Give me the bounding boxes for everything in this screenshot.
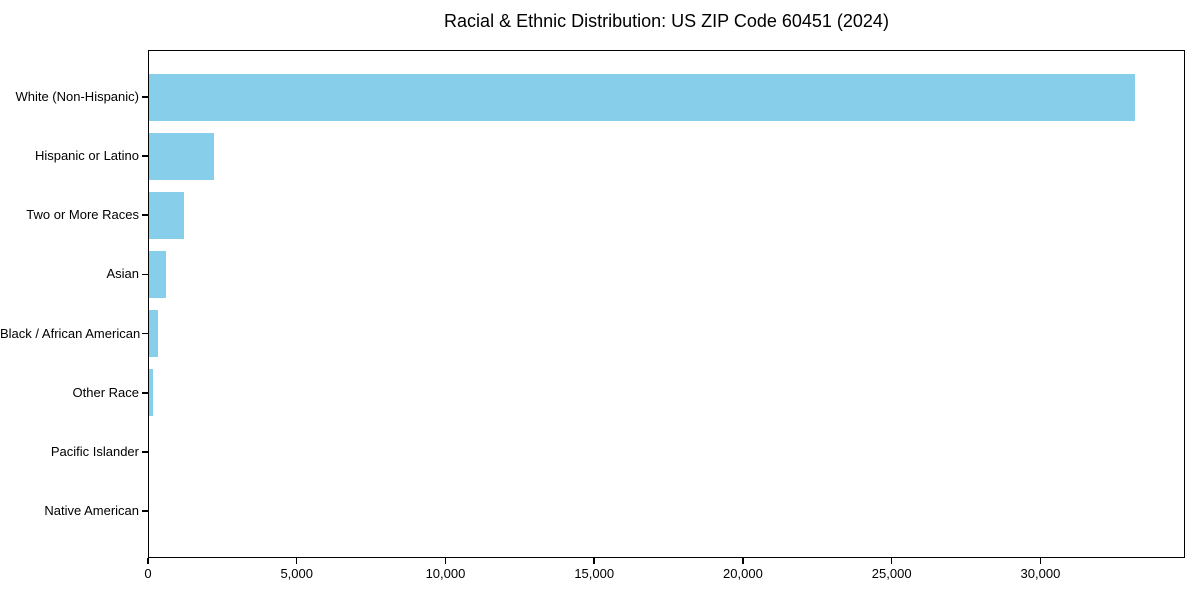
y-tick-label-other-race: Other Race	[72, 384, 139, 400]
x-axis-tick	[1039, 558, 1042, 564]
plot-area	[148, 50, 1185, 558]
x-axis-tick	[295, 558, 298, 564]
x-tick-label-10000: 10,000	[425, 566, 466, 581]
bar-asian	[149, 250, 166, 299]
y-axis-tick	[142, 214, 148, 216]
y-axis-tick	[142, 451, 148, 453]
x-tick-label-15000: 15,000	[574, 566, 615, 581]
x-axis-tick	[147, 558, 149, 564]
y-tick-label-white-non-hispanic: White (Non-Hispanic)	[15, 88, 139, 104]
x-axis-tick	[890, 558, 893, 564]
bar-white-non-hispanic	[149, 74, 1135, 122]
x-tick-label-20000: 20,000	[723, 566, 763, 581]
chart-title: Racial & Ethnic Distribution: US ZIP Cod…	[444, 11, 889, 31]
y-axis-tick	[142, 155, 148, 157]
y-tick-label-hispanic-or-latino: Hispanic or Latino	[34, 147, 139, 163]
x-tick-label-0: 0	[144, 566, 152, 581]
x-tick-label-25000: 25,000	[871, 566, 912, 581]
bar-other-race	[149, 368, 153, 417]
y-axis-tick	[142, 392, 148, 394]
y-axis-tick	[142, 273, 148, 276]
y-tick-label-pacific-islander: Pacific Islander	[50, 444, 139, 460]
y-tick-label-native-american: Native American	[44, 503, 139, 519]
x-tick-label-5000: 5,000	[280, 566, 313, 581]
y-tick-label-asian: Asian	[106, 266, 139, 282]
x-axis-tick	[444, 558, 447, 564]
bar-black-african-american	[149, 309, 158, 358]
y-tick-label-black-african-american: Black / African American	[0, 325, 141, 341]
x-tick-label-30000: 30,000	[1020, 566, 1061, 581]
y-axis-tick	[142, 510, 148, 512]
y-tick-label-two-or-more-races: Two or More Races	[26, 207, 139, 223]
bar-hispanic-or-latino	[149, 132, 214, 181]
y-axis-tick	[142, 96, 148, 98]
x-axis-tick	[742, 558, 744, 564]
x-axis-tick	[593, 558, 595, 564]
y-axis-tick	[142, 332, 148, 335]
bar-two-or-more-races	[149, 191, 184, 240]
